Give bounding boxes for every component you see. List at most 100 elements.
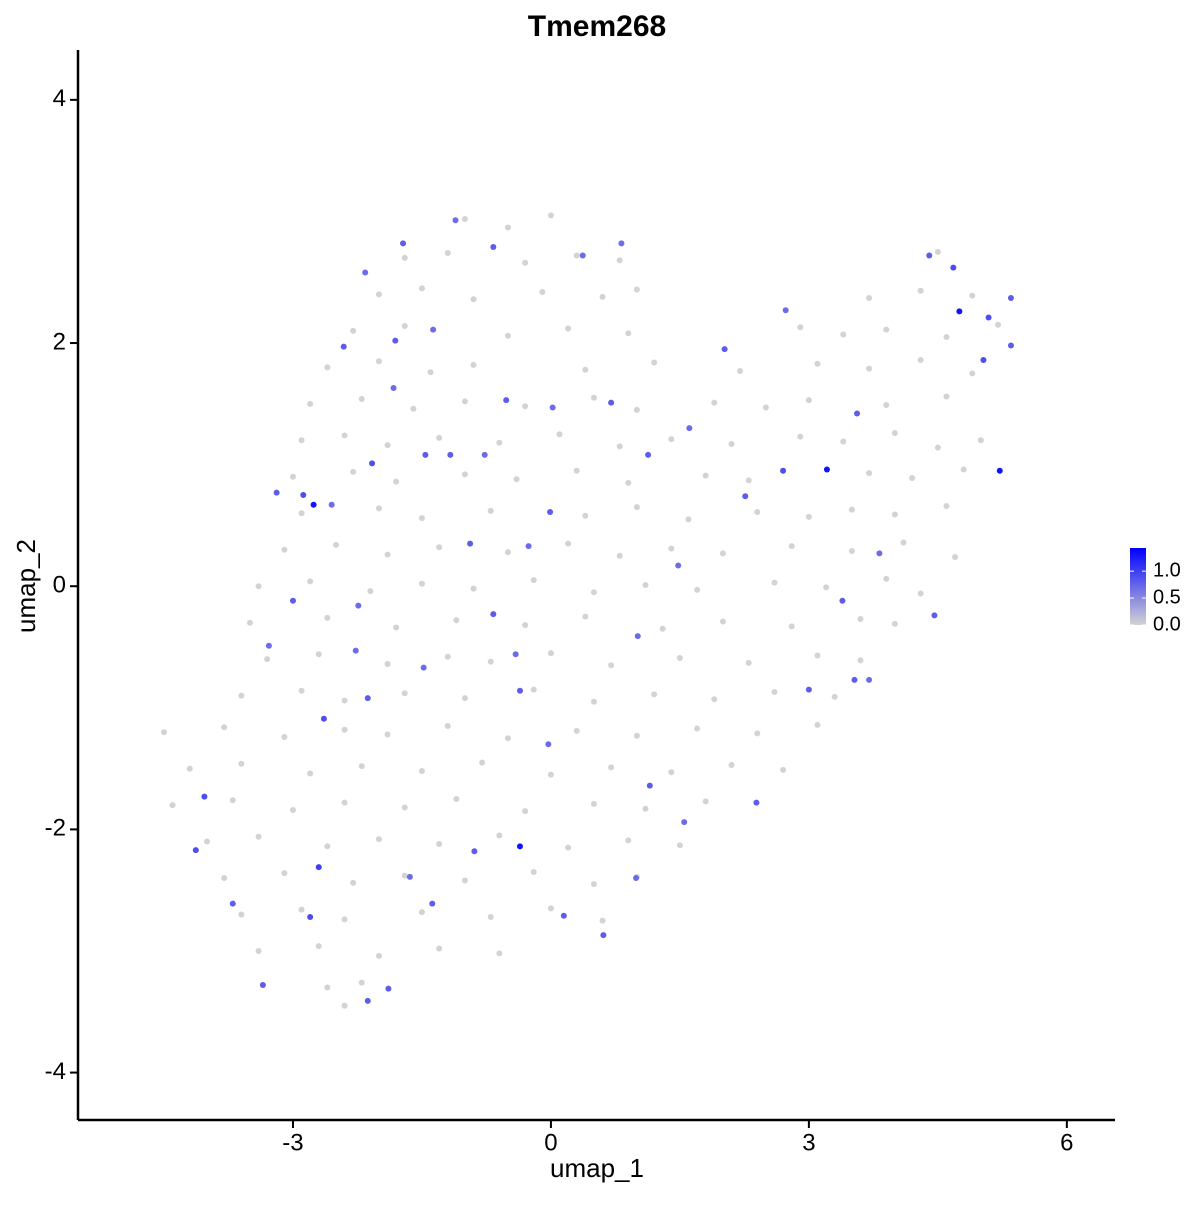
- colorbar-label: 0.0: [1153, 613, 1181, 635]
- cell-point: [324, 984, 331, 991]
- cell-point: [590, 881, 597, 888]
- cell-point: [797, 324, 804, 331]
- cell-point: [780, 766, 787, 773]
- cell-point: [917, 357, 924, 364]
- cell-point: [625, 479, 632, 486]
- cell-point: [384, 661, 391, 668]
- cell-point: [848, 547, 855, 554]
- cell-point: [956, 308, 963, 315]
- cell-point: [375, 358, 382, 365]
- cell-point: [470, 296, 477, 303]
- cell-point: [447, 451, 454, 458]
- cell-point: [281, 870, 288, 877]
- cell-point: [866, 365, 873, 372]
- cell-point: [530, 686, 537, 693]
- cell-point: [169, 802, 176, 809]
- cell-point: [857, 657, 864, 664]
- cell-point: [917, 287, 924, 294]
- cell-point: [909, 475, 916, 481]
- cell-point: [513, 476, 520, 483]
- cell-point: [883, 402, 890, 409]
- cell-point: [504, 735, 511, 742]
- cell-point: [891, 430, 898, 437]
- y-tick-label: 4: [53, 85, 66, 112]
- cell-point: [341, 697, 348, 704]
- cell-point: [324, 614, 331, 621]
- cell-point: [590, 698, 597, 705]
- y-axis-label: umap_2: [11, 539, 41, 633]
- cell-point: [315, 943, 322, 950]
- cell-point: [573, 727, 580, 734]
- cell-point: [675, 562, 682, 569]
- cell-point: [633, 406, 640, 413]
- y-tick-label: 0: [53, 572, 66, 599]
- cell-point: [418, 285, 425, 292]
- cell-point: [406, 873, 413, 880]
- cell-point: [522, 622, 529, 629]
- cell-point: [418, 515, 425, 522]
- cell-point: [545, 741, 552, 748]
- cell-point: [633, 504, 640, 511]
- cell-point: [238, 760, 245, 767]
- cell-point: [522, 808, 529, 815]
- cell-point: [238, 911, 245, 918]
- cell-point: [866, 295, 873, 302]
- cell-point: [980, 357, 987, 364]
- cell-point: [565, 844, 572, 851]
- cell-point: [516, 687, 523, 694]
- cell-point: [427, 369, 434, 376]
- cell-point: [547, 509, 554, 516]
- cell-point: [401, 254, 408, 261]
- cell-point: [390, 385, 397, 392]
- cell-point: [745, 659, 752, 666]
- cell-point: [393, 624, 400, 631]
- cell-point: [530, 577, 537, 584]
- cell-point: [633, 286, 640, 293]
- y-tick-label: -4: [45, 1058, 66, 1085]
- cell-point: [350, 468, 357, 475]
- cell-point: [960, 466, 967, 473]
- cell-point: [608, 662, 615, 669]
- cell-point: [742, 493, 749, 500]
- cell-point: [229, 900, 236, 907]
- cell-point: [1007, 295, 1014, 302]
- cell-point: [625, 330, 632, 337]
- cell-point: [782, 307, 789, 314]
- cell-point: [350, 327, 357, 334]
- cell-point: [522, 403, 529, 410]
- cell-point: [369, 460, 376, 467]
- cell-point: [255, 947, 262, 954]
- cell-point: [255, 833, 262, 840]
- cell-point: [490, 611, 497, 618]
- cell-point: [579, 252, 586, 259]
- cell-point: [823, 584, 830, 591]
- cell-point: [410, 405, 417, 412]
- cell-point: [659, 625, 666, 632]
- cell-point: [943, 502, 950, 509]
- cell-point: [307, 400, 314, 407]
- cell-point: [668, 769, 675, 776]
- cell-point: [265, 642, 272, 649]
- cell-point: [600, 932, 607, 939]
- colorbar-label: 0.5: [1153, 586, 1181, 608]
- cell-point: [547, 905, 554, 912]
- cell-point: [686, 425, 693, 432]
- cell-point: [238, 692, 245, 699]
- cell-point: [788, 623, 795, 630]
- cell-point: [281, 546, 288, 553]
- cell-point: [891, 620, 898, 627]
- cell-point: [364, 997, 371, 1004]
- cell-point: [487, 913, 494, 920]
- cell-point: [876, 550, 883, 557]
- cell-point: [530, 868, 537, 875]
- cell-point: [315, 864, 322, 871]
- cell-point: [573, 252, 580, 259]
- cell-point: [328, 501, 335, 508]
- cell-point: [646, 782, 653, 789]
- cell-point: [289, 473, 296, 480]
- cell-point: [931, 612, 938, 619]
- cell-point: [969, 370, 976, 377]
- cell-point: [315, 651, 322, 658]
- cell-point: [582, 512, 589, 519]
- cell-point: [985, 314, 992, 321]
